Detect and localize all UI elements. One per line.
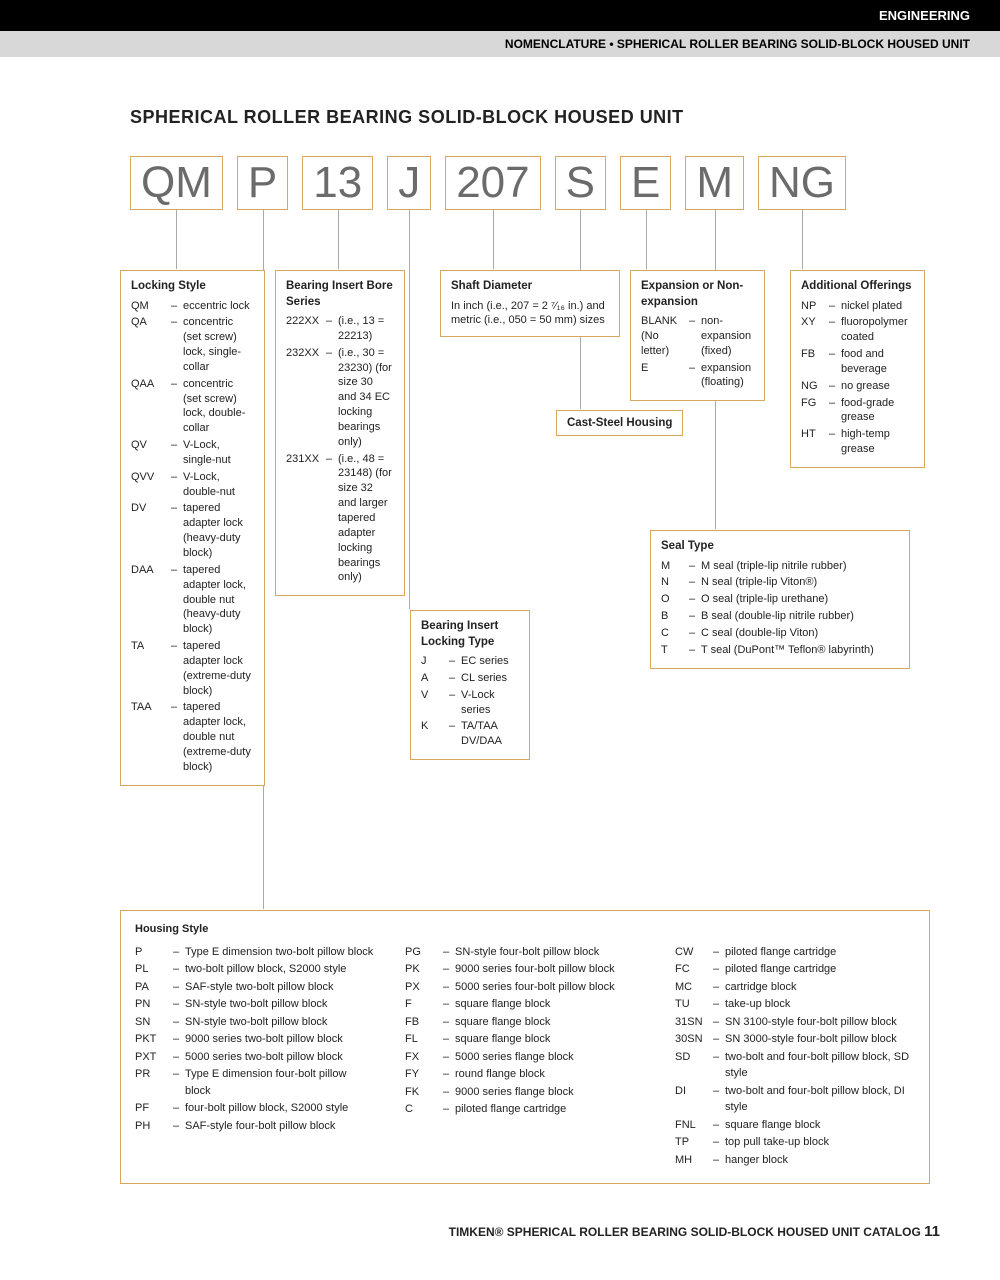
code-e: E bbox=[620, 156, 671, 210]
shaft-box: Shaft Diameter In inch (i.e., 207 = 2 ⁷⁄… bbox=[440, 270, 620, 337]
additional-box: Additional Offerings NP–nickel platedXY–… bbox=[790, 270, 925, 468]
lock-type-box: Bearing Insert Locking Type J–EC seriesA… bbox=[410, 610, 530, 760]
seal-box: Seal Type M–M seal (triple-lip nitrile r… bbox=[650, 530, 910, 669]
definition-row: DV–tapered adapter lock (heavy-duty bloc… bbox=[131, 501, 254, 560]
definition-row: 232XX–(i.e., 30 = 23230) (for size 30 an… bbox=[286, 346, 394, 450]
definition-row: NP–nickel plated bbox=[801, 299, 914, 314]
definition-row: FG–food-grade grease bbox=[801, 396, 914, 426]
definition-row: A–CL series bbox=[421, 671, 519, 686]
bore-series-box: Bearing Insert Bore Series 222XX–(i.e., … bbox=[275, 270, 405, 596]
locking-list: QM–eccentric lockQA–concentric (set scre… bbox=[131, 299, 254, 775]
code-qm: QM bbox=[130, 156, 223, 210]
breadcrumb-bar: NOMENCLATURE • SPHERICAL ROLLER BEARING … bbox=[0, 31, 1000, 57]
page-body: SPHERICAL ROLLER BEARING SOLID-BLOCK HOU… bbox=[0, 57, 1000, 960]
code-p: P bbox=[237, 156, 288, 210]
cast-steel-box: Cast-Steel Housing bbox=[556, 410, 683, 436]
definition-row: B–B seal (double-lip nitrile rubber) bbox=[661, 609, 899, 624]
expansion-list: BLANK (No letter)–non-expansion (fixed)E… bbox=[641, 314, 754, 390]
code-207: 207 bbox=[445, 156, 540, 210]
locktype-list: J–EC series A–CL series V–V-Lock seriesK–T… bbox=[421, 654, 519, 749]
definition-row: 222XX–(i.e., 13 = 22213) bbox=[286, 314, 394, 344]
housing-box: Housing Style P–Type E dimension two-bol… bbox=[120, 910, 930, 1184]
additional-list: NP–nickel platedXY–fluoropolymer coatedF… bbox=[801, 299, 914, 457]
engineering-bar: ENGINEERING bbox=[0, 0, 1000, 31]
expansion-box: Expansion or Non-expansion BLANK (No let… bbox=[630, 270, 765, 401]
definition-row: NG–no grease bbox=[801, 379, 914, 394]
definition-row: QAA–concentric (set screw) lock, double-… bbox=[131, 377, 254, 436]
definition-row: QV–V-Lock, single-nut bbox=[131, 438, 254, 468]
detail-area: Locking Style QM–eccentric lockQA–concen… bbox=[130, 210, 940, 960]
housing-col1: P–Type E dimension two-bolt pillow block… bbox=[135, 944, 375, 1170]
code-j: J bbox=[387, 156, 431, 210]
footer: TIMKEN® SPHERICAL ROLLER BEARING SOLID-B… bbox=[449, 1223, 940, 1240]
definition-row: 231XX–(i.e., 48 = 23148) (for size 32 an… bbox=[286, 452, 394, 586]
definition-row: M–M seal (triple-lip nitrile rubber) bbox=[661, 559, 899, 574]
definition-row: T–T seal (DuPont™ Teflon® labyrinth) bbox=[661, 643, 899, 658]
definition-row: C–C seal (double-lip Viton) bbox=[661, 626, 899, 641]
definition-row: DAA–tapered adapter lock, double nut (he… bbox=[131, 563, 254, 637]
definition-row: QVV–V-Lock, double-nut bbox=[131, 470, 254, 500]
nomenclature-row: QM P 13 J 207 S E M NG bbox=[130, 156, 940, 210]
definition-row: V–V-Lock series bbox=[421, 688, 519, 718]
bore-list: 222XX–(i.e., 13 = 22213)232XX–(i.e., 30 … bbox=[286, 314, 394, 585]
definition-row: QM–eccentric lock bbox=[131, 299, 254, 314]
housing-col3: CW–piloted flange cartridgeFC–piloted fl… bbox=[675, 944, 915, 1170]
definition-row: TAA–tapered adapter lock, double nut (ex… bbox=[131, 700, 254, 774]
code-ng: NG bbox=[758, 156, 846, 210]
page-title: SPHERICAL ROLLER BEARING SOLID-BLOCK HOU… bbox=[130, 107, 940, 128]
definition-row: O–O seal (triple-lip urethane) bbox=[661, 592, 899, 607]
definition-row: FB–food and beverage bbox=[801, 347, 914, 377]
definition-row: XY–fluoropolymer coated bbox=[801, 315, 914, 345]
definition-row: HT–high-temp grease bbox=[801, 427, 914, 457]
definition-row: J–EC series bbox=[421, 654, 519, 669]
code-s: S bbox=[555, 156, 606, 210]
definition-row: N–N seal (triple-lip Viton®) bbox=[661, 575, 899, 590]
housing-col2: PG–SN-style four-bolt pillow blockPK–900… bbox=[405, 944, 645, 1170]
definition-row: TA–tapered adapter lock (extreme-duty bl… bbox=[131, 639, 254, 698]
definition-row: K–TA/TAA DV/DAA bbox=[421, 719, 519, 749]
seal-list: M–M seal (triple-lip nitrile rubber)N–N … bbox=[661, 559, 899, 658]
locking-style-box: Locking Style QM–eccentric lockQA–concen… bbox=[120, 270, 265, 786]
code-13: 13 bbox=[302, 156, 373, 210]
code-m: M bbox=[685, 156, 744, 210]
definition-row: QA–concentric (set screw) lock, single-c… bbox=[131, 315, 254, 374]
